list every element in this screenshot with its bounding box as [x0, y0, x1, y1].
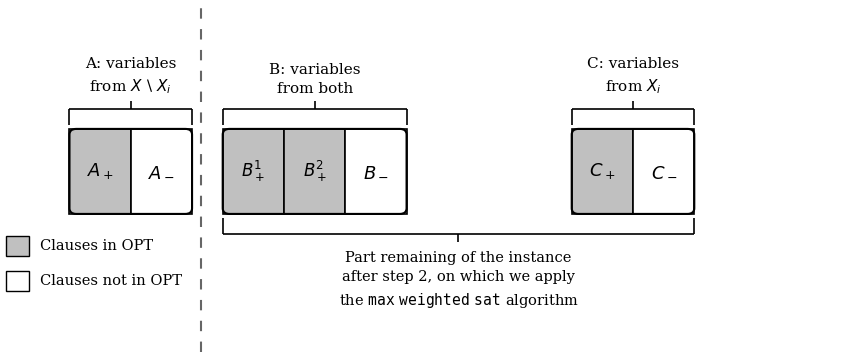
FancyBboxPatch shape — [284, 129, 345, 214]
Text: Clauses not in OPT: Clauses not in OPT — [39, 274, 182, 288]
FancyBboxPatch shape — [6, 271, 30, 291]
Text: $C_-$: $C_-$ — [650, 162, 676, 180]
Text: $B_-$: $B_-$ — [363, 162, 388, 180]
Text: B: variables
from both: B: variables from both — [269, 63, 360, 96]
Text: $A_+$: $A_+$ — [86, 161, 113, 181]
Text: Part remaining of the instance
after step 2, on which we apply
the $\mathtt{max\: Part remaining of the instance after ste… — [338, 251, 577, 310]
Text: $B^1_+$: $B^1_+$ — [241, 159, 265, 184]
FancyBboxPatch shape — [571, 129, 632, 214]
FancyBboxPatch shape — [345, 129, 406, 214]
Text: $C_+$: $C_+$ — [589, 161, 615, 181]
Text: Clauses in OPT: Clauses in OPT — [39, 239, 153, 253]
FancyBboxPatch shape — [632, 129, 693, 214]
FancyBboxPatch shape — [69, 129, 131, 214]
FancyBboxPatch shape — [223, 129, 284, 214]
Text: $A_-$: $A_-$ — [148, 162, 175, 180]
Text: C: variables
from $X_i$: C: variables from $X_i$ — [586, 57, 678, 96]
FancyBboxPatch shape — [6, 236, 30, 256]
Text: A: variables
from $X\setminus X_i$: A: variables from $X\setminus X_i$ — [85, 57, 177, 96]
Text: $B^2_+$: $B^2_+$ — [302, 159, 327, 184]
FancyBboxPatch shape — [131, 129, 192, 214]
